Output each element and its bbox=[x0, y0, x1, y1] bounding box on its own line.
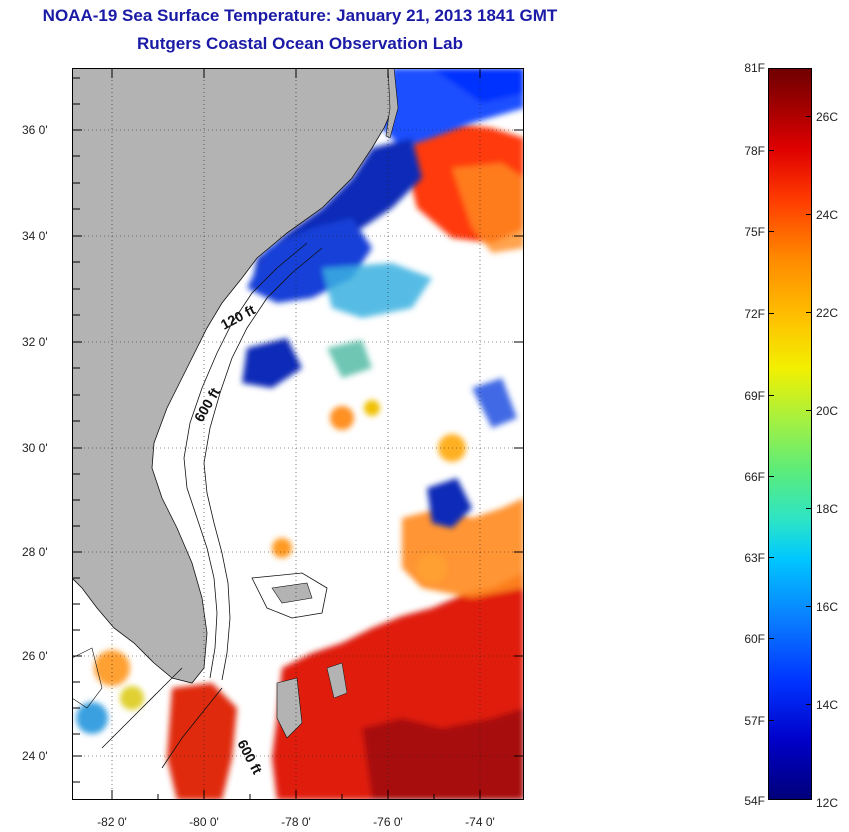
colorbar-label-14c: 14C bbox=[816, 698, 839, 712]
colorbar-label-16c: 16C bbox=[816, 600, 839, 614]
colorbar-tick bbox=[768, 150, 774, 151]
lat-label-26: 26 0' bbox=[22, 649, 48, 663]
lon-label-78: -78 0' bbox=[281, 815, 311, 829]
lon-label-82: -82 0' bbox=[97, 815, 127, 829]
colorbar-label-22c: 22C bbox=[816, 306, 839, 320]
colorbar-label-60f: 60F bbox=[744, 632, 765, 646]
colorbar-tick bbox=[768, 720, 774, 721]
lon-label-76: -76 0' bbox=[373, 815, 403, 829]
colorbar-tick bbox=[806, 116, 812, 117]
colorbar-label-72f: 72F bbox=[744, 307, 765, 321]
bathymetry-contours bbox=[101, 242, 323, 769]
colorbar-tick bbox=[768, 638, 774, 639]
colorbar-label-66f: 66F bbox=[744, 470, 765, 484]
colorbar-label-26c: 26C bbox=[816, 110, 839, 124]
colorbar-tick bbox=[768, 231, 774, 232]
lat-label-32: 32 0' bbox=[22, 335, 48, 349]
lat-label-36: 36 0' bbox=[22, 123, 48, 137]
temperature-colorbar bbox=[768, 68, 812, 800]
colorbar-tick bbox=[768, 395, 774, 396]
lon-label-80: -80 0' bbox=[189, 815, 219, 829]
colorbar-label-18c: 18C bbox=[816, 502, 839, 516]
colorbar-label-12c: 12C bbox=[816, 796, 839, 810]
colorbar-tick bbox=[806, 508, 812, 509]
colorbar-label-20c: 20C bbox=[816, 404, 839, 418]
sst-map-graphic: 120 ft 600 ft 600 ft bbox=[72, 68, 524, 800]
lat-label-28: 28 0' bbox=[22, 545, 48, 559]
colorbar-label-63f: 63F bbox=[744, 551, 765, 565]
graticule bbox=[72, 68, 524, 800]
colorbar-label-81f: 81F bbox=[744, 61, 765, 75]
colorbar-label-57f: 57F bbox=[744, 714, 765, 728]
warm-water-region bbox=[167, 123, 524, 800]
colorbar-label-54f: 54F bbox=[744, 794, 765, 808]
sst-map: 120 ft 600 ft 600 ft bbox=[72, 68, 524, 800]
colorbar-label-24c: 24C bbox=[816, 208, 839, 222]
map-subtitle: Rutgers Coastal Ocean Observation Lab bbox=[137, 34, 463, 53]
colorbar-tick bbox=[768, 313, 774, 314]
lat-label-30: 30 0' bbox=[22, 441, 48, 455]
colorbar-tick bbox=[806, 606, 812, 607]
lat-label-34: 34 0' bbox=[22, 229, 48, 243]
colorbar-tick bbox=[768, 557, 774, 558]
map-title: NOAA-19 Sea Surface Temperature: January… bbox=[42, 6, 558, 25]
colorbar-tick bbox=[806, 312, 812, 313]
colorbar-tick bbox=[806, 704, 812, 705]
lon-label-74: -74 0' bbox=[465, 815, 495, 829]
colorbar-label-69f: 69F bbox=[744, 389, 765, 403]
axis-ticks bbox=[72, 68, 524, 800]
colorbar-tick bbox=[806, 410, 812, 411]
colorbar-tick bbox=[768, 476, 774, 477]
lat-label-24: 24 0' bbox=[22, 749, 48, 763]
colorbar-label-75f: 75F bbox=[744, 225, 765, 239]
colorbar-tick bbox=[806, 214, 812, 215]
colorbar-label-78f: 78F bbox=[744, 144, 765, 158]
cold-water-region bbox=[242, 68, 524, 528]
